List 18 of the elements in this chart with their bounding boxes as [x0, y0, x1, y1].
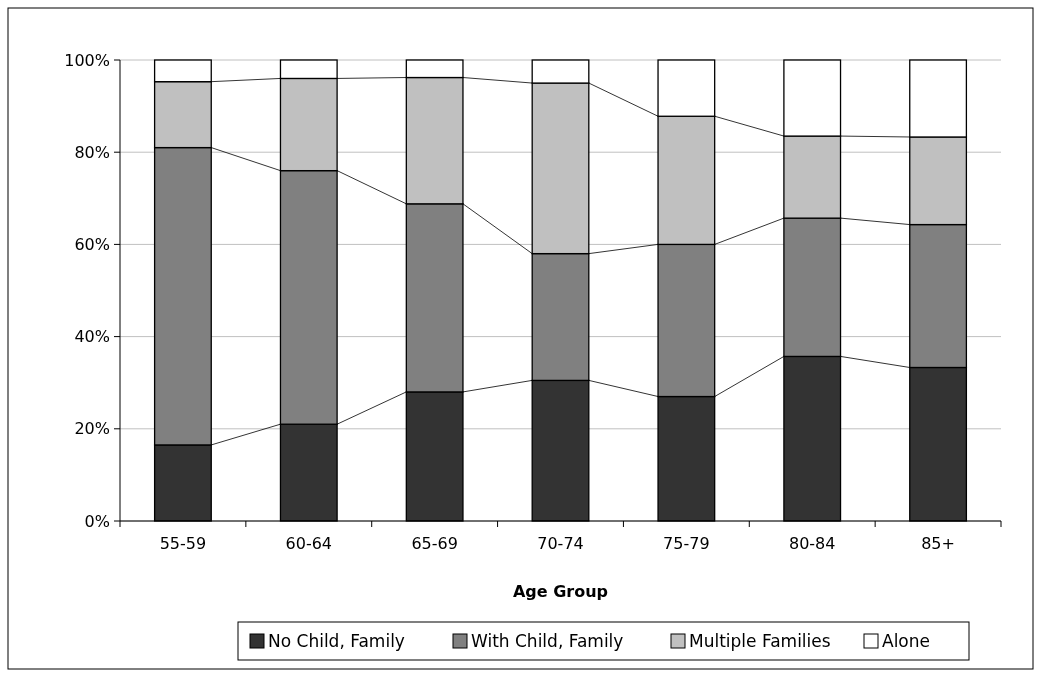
x-tick-label: 80-84 [788, 534, 836, 553]
x-tick-label: 60-64 [285, 534, 333, 553]
y-tick-label: 60% [74, 235, 110, 254]
y-tick-label: 0% [84, 511, 110, 531]
y-tick-label: 20% [74, 419, 110, 439]
x-tick-label: 70-74 [537, 534, 584, 553]
y-tick-label: 80% [74, 142, 110, 162]
x-tick-label: 65-69 [411, 534, 458, 553]
x-tick-label: 55-59 [159, 534, 207, 553]
legend-label: No Child, Family [268, 630, 405, 651]
legend-label: With Child, Family [471, 630, 624, 651]
x-tick-label: 85+ [921, 534, 955, 553]
y-tick-label: 100% [64, 50, 110, 70]
y-tick-label: 40% [74, 327, 110, 347]
x-tick-label: 75-79 [663, 534, 710, 553]
legend-label: Multiple Families [689, 630, 831, 651]
legend-label: Alone [882, 630, 930, 651]
x-axis-title: Age Group [512, 582, 609, 601]
